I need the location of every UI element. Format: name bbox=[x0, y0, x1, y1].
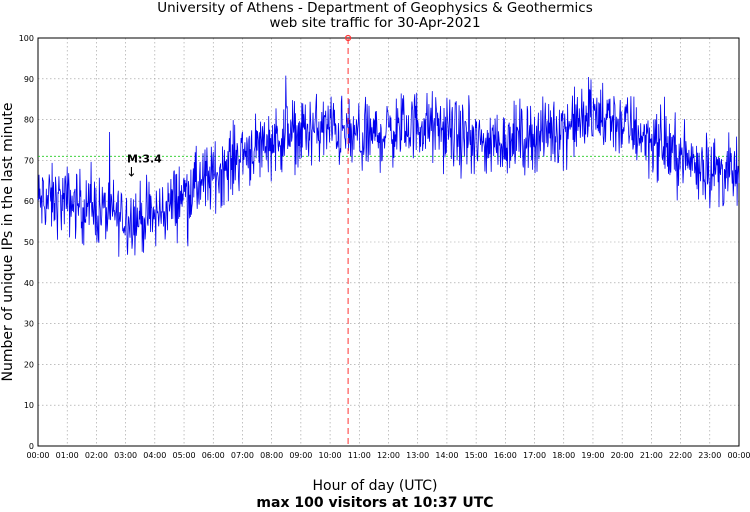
x-tick-label: 00:00 bbox=[26, 451, 49, 460]
annotation-label: M:3.4 bbox=[127, 153, 162, 166]
x-tick-label: 15:00 bbox=[465, 451, 488, 460]
y-tick-label: 10 bbox=[24, 401, 34, 410]
max-visitors-footnote: max 100 visitors at 10:37 UTC bbox=[256, 495, 494, 511]
x-tick-label: 17:00 bbox=[523, 451, 546, 460]
x-tick-label: 20:00 bbox=[611, 451, 634, 460]
x-tick-label: 22:00 bbox=[669, 451, 692, 460]
plot-frame bbox=[37, 37, 740, 447]
y-tick-label: 90 bbox=[24, 75, 34, 84]
x-tick-label: 18:00 bbox=[552, 451, 575, 460]
x-tick-label: 07:00 bbox=[231, 451, 254, 460]
x-tick-label: 19:00 bbox=[581, 451, 604, 460]
x-tick-label: 05:00 bbox=[173, 451, 196, 460]
x-tick-label: 01:00 bbox=[56, 451, 79, 460]
annotation-arrow: ↓ bbox=[126, 166, 137, 181]
x-tick-label: 10:00 bbox=[319, 451, 342, 460]
chart-title-line2: web site traffic for 30-Apr-2021 bbox=[269, 15, 481, 31]
grid-lines bbox=[38, 38, 739, 446]
x-tick-label: 00:00 bbox=[727, 451, 750, 460]
y-tick-label: 80 bbox=[24, 116, 34, 125]
x-tick-label: 16:00 bbox=[494, 451, 517, 460]
x-tick-label: 13:00 bbox=[406, 451, 429, 460]
y-axis-label: Number of unique IPs in the last minute bbox=[0, 103, 16, 382]
y-tick-label: 60 bbox=[24, 197, 34, 206]
x-tick-label: 11:00 bbox=[348, 451, 371, 460]
y-tick-label: 100 bbox=[19, 34, 34, 43]
x-tick-label: 02:00 bbox=[85, 451, 108, 460]
x-tick-label: 14:00 bbox=[435, 451, 458, 460]
x-tick-label: 03:00 bbox=[114, 451, 137, 460]
x-tick-label: 08:00 bbox=[260, 451, 283, 460]
y-tick-label: 0 bbox=[29, 442, 34, 451]
y-axis-ticks: 0 10 20 30 40 50 60 70 80 90 100 bbox=[19, 34, 34, 451]
y-tick-label: 50 bbox=[24, 238, 34, 247]
x-tick-label: 12:00 bbox=[377, 451, 400, 460]
x-axis-ticks: 00:00 01:00 02:00 03:00 04:00 05:00 06:00 07:00… bbox=[26, 451, 750, 460]
x-tick-label: 23:00 bbox=[698, 451, 721, 460]
x-axis-label: Hour of day (UTC) bbox=[312, 478, 438, 494]
x-tick-label: 06:00 bbox=[202, 451, 225, 460]
y-tick-label: 20 bbox=[24, 360, 34, 369]
y-tick-label: 30 bbox=[24, 320, 34, 329]
traffic-series-line bbox=[37, 75, 740, 257]
max-marker-dot bbox=[344, 34, 352, 42]
y-tick-label: 40 bbox=[24, 279, 34, 288]
x-tick-label: 04:00 bbox=[143, 451, 166, 460]
x-tick-label: 09:00 bbox=[289, 451, 312, 460]
y-tick-label: 70 bbox=[24, 156, 34, 165]
x-tick-label: 21:00 bbox=[640, 451, 663, 460]
chart-title-line1: University of Athens - Department of Geo… bbox=[157, 0, 593, 16]
